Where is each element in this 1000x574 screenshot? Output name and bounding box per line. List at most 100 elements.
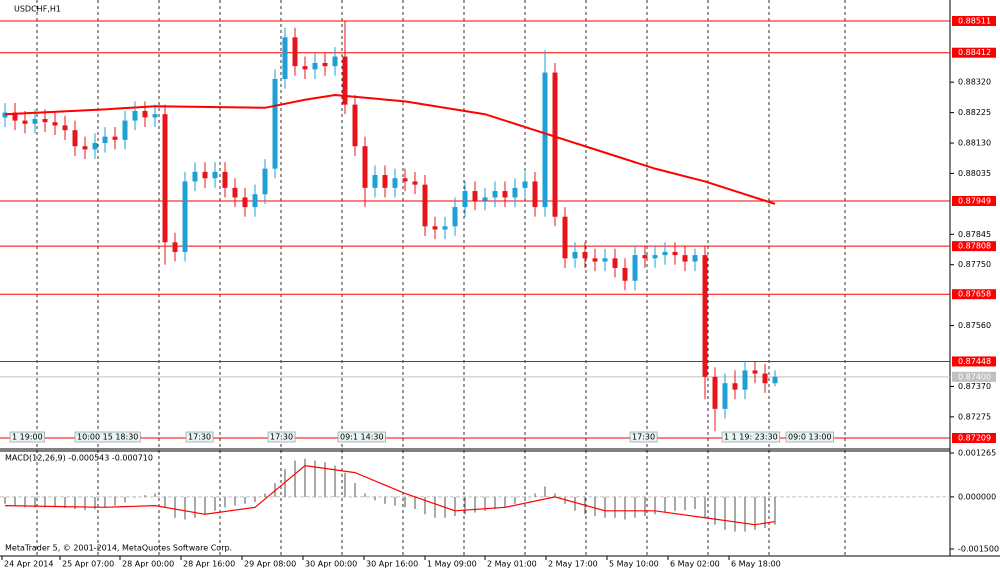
price-level-label: 0.88412	[958, 48, 991, 57]
macd-bar	[454, 496, 456, 517]
candle-body	[432, 226, 438, 230]
session-box	[629, 431, 658, 443]
macd-bar	[344, 472, 346, 497]
price-tick-label: 0.88225	[958, 108, 991, 117]
candle-body	[712, 376, 718, 409]
candle-body	[462, 191, 468, 208]
session-box	[9, 431, 45, 443]
macd-bar	[84, 496, 86, 511]
candle-body	[242, 197, 248, 208]
session-box	[185, 431, 214, 443]
time-label: 28 Apr 16:00	[183, 560, 235, 569]
macd-bar	[174, 496, 176, 518]
price-tick-label: 0.88130	[958, 139, 991, 148]
candle-body	[22, 120, 28, 124]
chart-title: USDCHF,H1	[14, 5, 61, 14]
macd-bar	[124, 496, 126, 503]
candle-body	[442, 226, 448, 230]
candle-body	[612, 258, 618, 268]
macd-bar	[734, 496, 736, 532]
candle-body	[392, 178, 398, 188]
time-label: 2 May 17:00	[548, 560, 598, 569]
macd-bar	[424, 496, 426, 515]
time-label: 30 Apr 00:00	[305, 560, 357, 569]
macd-bar	[294, 460, 296, 497]
macd-bar	[334, 465, 336, 497]
macd-bar	[244, 496, 246, 504]
price-level-box	[952, 195, 996, 206]
macd-bar	[774, 496, 776, 525]
candle-body	[582, 251, 588, 259]
candle-body	[632, 255, 638, 281]
candle-body	[312, 62, 318, 70]
macd-bar	[144, 495, 146, 497]
candle-body	[382, 175, 388, 188]
macd-bar	[704, 496, 706, 518]
candle-body	[692, 255, 698, 262]
candle-body	[592, 258, 598, 262]
macd-bar	[64, 496, 66, 509]
macd-bar	[414, 496, 416, 510]
macd-tick-label: -0.001500	[958, 545, 999, 554]
macd-bar	[554, 493, 556, 497]
time-label: 28 Apr 00:00	[122, 560, 174, 569]
price-level-label: 0.87209	[958, 434, 991, 443]
macd-bar	[484, 496, 486, 511]
candle-body	[482, 197, 488, 201]
price-level-label: 0.88511	[958, 17, 991, 26]
macd-bar	[684, 496, 686, 511]
candle-body	[522, 181, 528, 188]
candle-body	[52, 122, 58, 126]
macd-bar	[654, 496, 656, 515]
candle-body	[362, 146, 368, 188]
macd-bar	[764, 496, 766, 529]
time-label: 2 May 01:00	[487, 560, 537, 569]
candle-body	[652, 255, 658, 259]
grid	[36, 0, 846, 556]
session-label: 17:30	[270, 433, 293, 442]
candle-body	[602, 258, 608, 262]
macd-bar	[24, 496, 26, 508]
macd-bar	[434, 496, 436, 518]
candle-body	[412, 181, 418, 185]
candle-body	[92, 143, 98, 150]
candle-body	[102, 136, 108, 144]
price-level-box	[952, 241, 996, 252]
candle-body	[32, 119, 38, 124]
candle-body	[762, 373, 768, 384]
candle-body	[402, 178, 408, 182]
macd-bar	[534, 493, 536, 497]
macd-bar	[744, 496, 746, 532]
macd-bar	[674, 496, 676, 511]
price-level-box	[952, 433, 996, 443]
macd-bar	[614, 496, 616, 518]
time-label: 6 May 02:00	[670, 560, 720, 569]
macd-bar	[194, 496, 196, 518]
macd-bar	[754, 496, 756, 530]
price-level-label: 0.87448	[958, 357, 991, 366]
candle-body	[112, 136, 118, 140]
time-label: 29 Apr 08:00	[244, 560, 296, 569]
price-level-label: 0.87949	[958, 196, 991, 205]
macd-bar	[134, 496, 136, 498]
candle-body	[12, 112, 18, 121]
candle-body	[82, 146, 88, 150]
macd-bar	[384, 496, 386, 504]
session-box	[74, 431, 141, 443]
macd-bar	[594, 496, 596, 517]
candle-body	[622, 267, 628, 281]
candle-body	[202, 171, 208, 179]
candle-body	[662, 251, 668, 256]
candle-body	[372, 175, 378, 188]
candle-body	[192, 171, 198, 182]
macd-bar	[364, 493, 366, 497]
candle-body	[162, 114, 168, 243]
macd-bar	[254, 496, 256, 503]
candle-body	[222, 171, 228, 188]
macd-bar	[374, 496, 376, 501]
price-tick-label: 0.87370	[958, 382, 991, 391]
macd-bar	[574, 496, 576, 511]
macd-bar	[474, 496, 476, 513]
price-level-box	[952, 289, 996, 300]
macd-bar	[154, 493, 156, 497]
